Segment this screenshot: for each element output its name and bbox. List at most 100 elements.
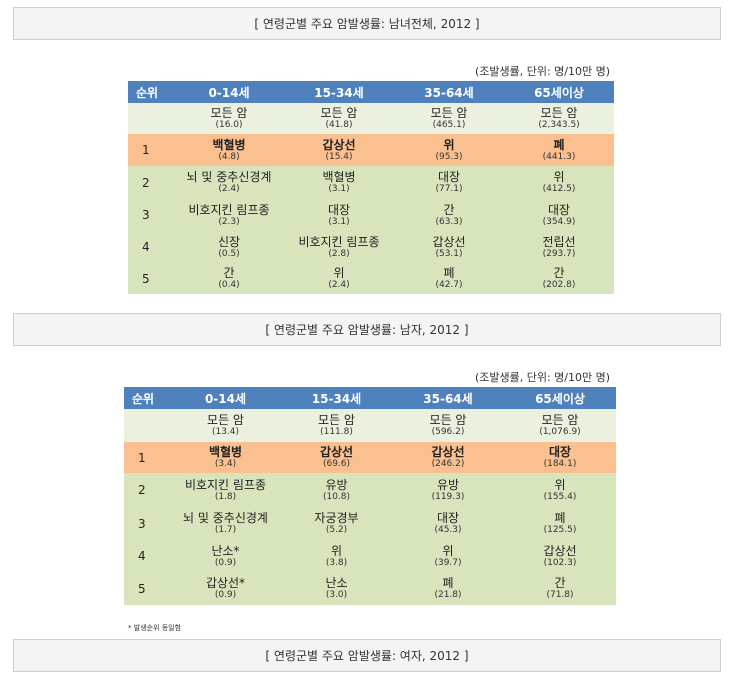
cancer-cell: 모든 암 (2,343.5) (504, 103, 614, 134)
cancer-name: 유방 (436, 477, 460, 492)
incidence-rate: (125.5) (543, 525, 577, 535)
cancer-name: 백혈병 (212, 137, 246, 152)
cancer-cell: 갑상선 (246.2) (392, 442, 504, 473)
table-header-row: 순위 0-14세 15-34세 35-64세 65세이상 (124, 387, 616, 409)
caption-female-text: [ 연령군별 주요 암발생률: 여자, 2012 ] (265, 649, 469, 663)
incidence-rate: (246.2) (431, 459, 465, 469)
incidence-rate: (15.4) (325, 151, 353, 162)
cancer-cell: 유방 (119.3) (392, 473, 504, 507)
cancer-cell: 비호지킨 림프종 (1.8) (170, 473, 281, 507)
header-age-35-64: 35-64세 (392, 387, 504, 409)
cancer-cell: 백혈병 (3.4) (170, 442, 281, 473)
incidence-rate: (39.7) (434, 557, 462, 568)
cancer-cell: 갑상선 (102.3) (504, 540, 616, 572)
header-age-35-64: 35-64세 (394, 81, 504, 103)
cancer-cell: 위 (39.7) (392, 540, 504, 572)
incidence-rate: (1,076.9) (539, 427, 581, 437)
table-row: 3 비호지킨 림프종 (2.3) 대장 (3.1) 간 (63.3) 대장 (354.9) (128, 199, 614, 231)
cancer-cell: 갑상선 (53.1) (394, 231, 504, 263)
cancer-cell: 갑상선 (69.6) (281, 442, 392, 473)
table-row: 모든 암 (13.4) 모든 암 (111.8) 모든 암 (596.2) 모든 암 (1,0… (124, 409, 616, 442)
cancer-name: 간 (554, 576, 566, 590)
header-age-65-plus: 65세이상 (504, 387, 616, 409)
cancer-name: 모든 암 (318, 413, 355, 427)
cancer-name: 위 (554, 477, 566, 492)
incidence-rate: (4.8) (218, 151, 240, 162)
table-row: 5 간 (0.4) 위 (2.4) 폐 (42.7) 간 (202.8) (128, 263, 614, 294)
incidence-rate: (0.9) (214, 590, 237, 600)
cancer-cell: 유방 (10.8) (281, 473, 392, 507)
cancer-name: 비호지킨 림프종 (184, 477, 267, 492)
cancer-cell: 모든 암 (41.8) (284, 103, 394, 134)
cancer-cell: 간 (71.8) (504, 572, 616, 605)
header-rank: 순위 (128, 81, 174, 103)
cancer-cell: 위 (3.8) (281, 540, 392, 572)
incidence-rate: (2,343.5) (538, 120, 580, 130)
cancer-cell: 모든 암 (16.0) (174, 103, 284, 134)
cancer-cell: 난소 (3.0) (281, 572, 392, 605)
cancer-name: 신장 (217, 234, 241, 249)
header-age-0-14: 0-14세 (174, 81, 284, 103)
cancer-cell: 뇌 및 중추신경계 (2.4) (174, 166, 284, 199)
cancer-cell: 위 (412.5) (504, 166, 614, 199)
header-age-0-14: 0-14세 (170, 387, 281, 409)
cancer-cell: 폐 (125.5) (504, 507, 616, 540)
cancer-name: 폐 (554, 511, 566, 525)
cancer-name: 대장 (327, 202, 351, 217)
caption-male: [ 연령군별 주요 암발생률: 남자, 2012 ] (13, 313, 721, 346)
incidence-rate: (3.8) (325, 557, 348, 568)
cancer-cell: 대장 (3.1) (284, 199, 394, 231)
incidence-table-2: 순위 0-14세 15-34세 35-64세 65세이상 모든 암 (13.4) 모… (124, 387, 616, 605)
incidence-rate: (13.4) (211, 427, 240, 437)
cancer-cell: 폐 (21.8) (392, 572, 504, 605)
cancer-cell: 대장 (354.9) (504, 199, 614, 231)
cancer-name: 대장 (548, 445, 572, 459)
cancer-cell: 폐 (441.3) (504, 134, 614, 166)
table-header-row: 순위 0-14세 15-34세 35-64세 65세이상 (128, 81, 614, 103)
incidence-rate: (63.3) (435, 216, 463, 227)
incidence-rate: (69.6) (322, 459, 351, 469)
cancer-cell: 뇌 및 중추신경계 (1.7) (170, 507, 281, 540)
cancer-name: 모든 암 (540, 106, 578, 120)
incidence-rate: (354.9) (542, 216, 576, 227)
incidence-rate: (202.8) (542, 280, 576, 290)
header-age-65-plus: 65세이상 (504, 81, 614, 103)
cancer-name: 위 (443, 137, 455, 152)
cancer-cell: 자궁경부 (5.2) (281, 507, 392, 540)
incidence-rate: (465.1) (432, 120, 466, 130)
incidence-rate: (41.8) (325, 120, 353, 130)
cancer-name: 갑상선* (205, 576, 246, 590)
cancer-cell: 모든 암 (465.1) (394, 103, 504, 134)
cancer-cell: 위 (2.4) (284, 263, 394, 294)
header-age-15-34: 15-34세 (284, 81, 394, 103)
cancer-name: 폐 (443, 266, 455, 280)
rank-cell: 1 (124, 442, 170, 473)
cancer-name: 위 (333, 266, 345, 280)
cancer-name: 갑상선 (432, 234, 466, 249)
incidence-rate: (184.1) (543, 459, 577, 469)
cancer-name: 간 (443, 202, 455, 217)
cancer-cell: 백혈병 (4.8) (174, 134, 284, 166)
table-row: 2 비호지킨 림프종 (1.8) 유방 (10.8) 유방 (119.3) 위 (155.4) (124, 473, 616, 507)
incidence-rate: (95.3) (435, 151, 463, 162)
cancer-name: 모든 암 (320, 106, 358, 120)
caption-overall: [ 연령군별 주요 암발생률: 남녀전체, 2012 ] (13, 7, 721, 40)
incidence-rate: (77.1) (435, 184, 463, 194)
incidence-rate: (441.3) (542, 151, 576, 162)
cancer-name: 뇌 및 중추신경계 (183, 511, 268, 525)
cancer-cell: 모든 암 (111.8) (281, 409, 392, 442)
incidence-rate: (2.3) (218, 216, 240, 227)
incidence-rate: (0.4) (218, 280, 240, 290)
cancer-cell: 대장 (184.1) (504, 442, 616, 473)
cancer-name: 갑상선 (543, 543, 577, 558)
caption-overall-text: [ 연령군별 주요 암발생률: 남녀전체, 2012 ] (254, 17, 480, 31)
cancer-name: 갑상선 (319, 445, 354, 459)
incidence-rate: (1.7) (214, 525, 237, 535)
incidence-rate: (155.4) (543, 491, 577, 502)
table-row: 1 백혈병 (4.8) 갑상선 (15.4) 위 (95.3) 폐 (441.3) (128, 134, 614, 166)
incidence-rate: (16.0) (215, 120, 243, 130)
cancer-cell: 간 (202.8) (504, 263, 614, 294)
rank-cell: 3 (124, 507, 170, 540)
incidence-table-1: 순위 0-14세 15-34세 35-64세 65세이상 모든 암 (16.0) 모… (128, 81, 614, 294)
cancer-name: 모든 암 (541, 413, 579, 427)
